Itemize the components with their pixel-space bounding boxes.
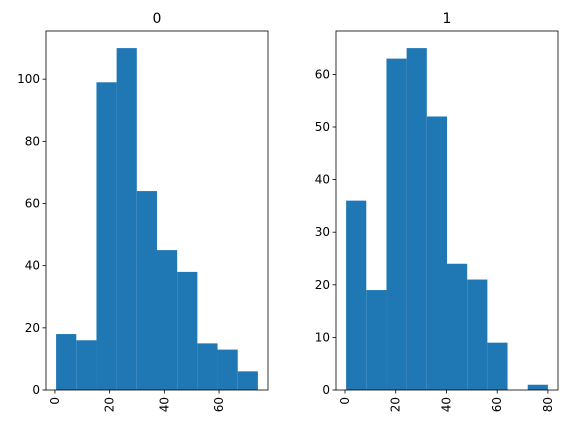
histogram-bar [346,200,367,390]
x-tick-label: 40 [439,397,453,412]
histogram-bar [96,82,117,391]
y-tick-label: 0 [32,383,40,397]
y-tick-label: 30 [315,225,330,239]
x-tick-label: 20 [389,397,403,412]
y-tick-label: 60 [25,197,40,211]
histogram-bar [386,58,407,390]
y-tick-label: 20 [25,321,40,335]
histogram-bar [76,340,97,390]
histogram-bar [177,271,198,390]
axes-frame [335,30,559,391]
histogram-bar [406,48,427,390]
y-tick-label: 40 [315,173,330,187]
y-tick-label: 20 [315,278,330,292]
y-tick-label: 80 [25,134,40,148]
y-tick-label: 40 [25,259,40,273]
histogram-bar [237,371,258,390]
histogram-bar [447,263,468,390]
histogram-bar [136,191,157,390]
histogram-bar [197,343,218,390]
histogram-bar [56,334,77,390]
x-tick-label: 80 [541,397,555,412]
histogram-bar [156,250,178,390]
histogram-bar [217,349,238,390]
histogram-bar [366,290,387,390]
y-tick-label: 100 [17,72,40,86]
histogram-bar [487,342,508,390]
y-tick-label: 0 [322,383,330,397]
y-tick-label: 50 [315,120,330,134]
axes-frame [45,30,269,391]
x-tick-label: 0 [48,397,62,405]
x-tick-label: 40 [157,397,171,412]
panel-title: 1 [443,11,452,27]
histogram-bar [527,384,548,390]
histogram-bar [116,48,137,390]
panel-title: 0 [153,11,162,27]
y-tick-label: 10 [315,330,330,344]
x-tick-label: 20 [103,397,117,412]
x-tick-label: 0 [338,397,352,405]
x-tick-label: 60 [490,397,504,412]
histogram-bar [426,116,447,390]
histogram-bar [467,279,488,390]
x-tick-label: 60 [212,397,226,412]
y-tick-label: 60 [315,67,330,81]
